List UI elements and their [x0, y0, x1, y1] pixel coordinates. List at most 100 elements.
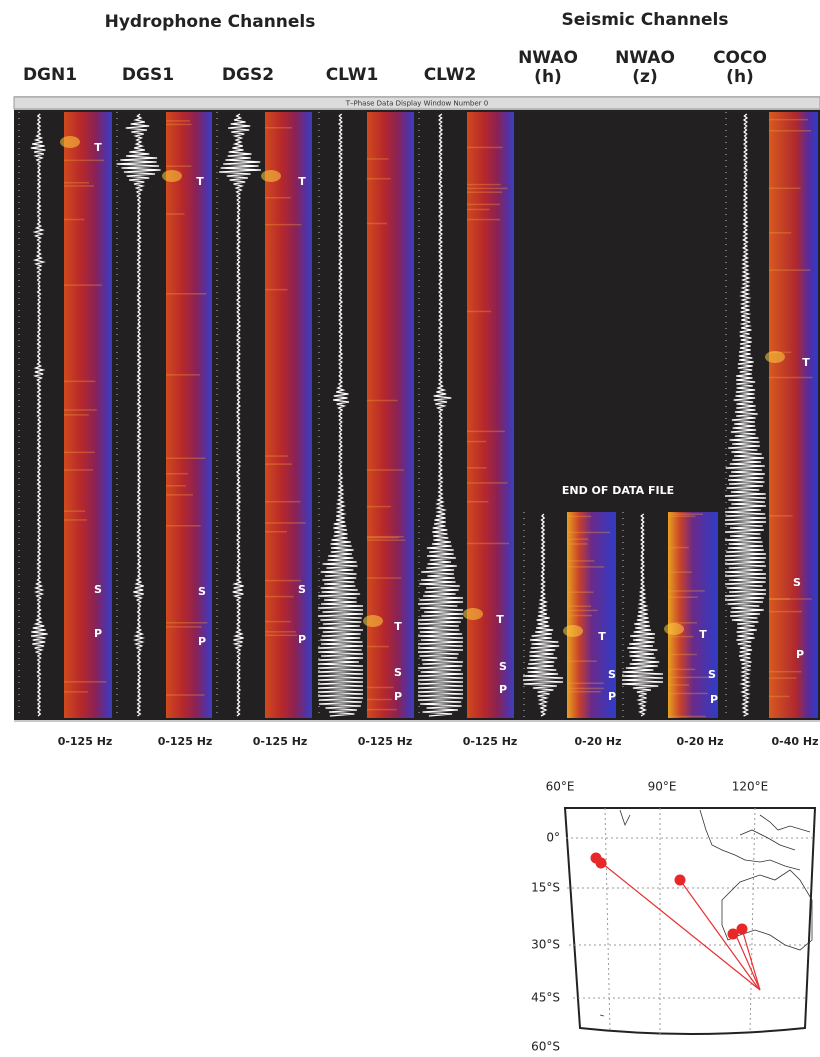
spectrogram-streak [567, 566, 605, 568]
spectrogram-streak [367, 158, 389, 160]
spectrogram-streak [567, 538, 589, 540]
phase-label: T [598, 630, 606, 643]
spectrogram-streak [265, 455, 289, 457]
spectrogram-streak [467, 430, 505, 433]
window-titlebar [13, 96, 820, 110]
spectrogram-streak [467, 191, 503, 193]
spectrogram [265, 112, 312, 718]
spectrogram-streak [265, 223, 302, 226]
spectrogram-streak [668, 684, 690, 686]
spectrogram-streak [769, 670, 802, 673]
longitude-label: 90°E [648, 780, 677, 794]
spectrogram-streak [668, 668, 696, 671]
spectrogram-streak [166, 472, 188, 475]
spectrogram-streak [467, 203, 501, 206]
bandwidth-label: 0-40 Hz [772, 735, 819, 748]
spectrogram-streak [64, 510, 86, 512]
bandwidth-label: 0-125 Hz [158, 735, 213, 748]
phase-label: P [608, 690, 616, 703]
spectrogram-streak [467, 542, 509, 545]
spectrogram-streak [265, 595, 294, 598]
channel-component: (h) [534, 67, 562, 87]
latitude-label: 15°S [531, 881, 560, 895]
spectrogram-streak [367, 686, 394, 689]
ray-paths [597, 859, 761, 991]
spectrogram-streak [668, 653, 697, 656]
bandwidth-label: 0-125 Hz [463, 735, 518, 748]
waveform [417, 113, 464, 717]
spectrogram-streak [265, 288, 288, 291]
spectrogram-streak [265, 500, 301, 503]
spectrogram-streak [64, 380, 96, 383]
spectrogram-streak [64, 284, 102, 286]
spectrogram [64, 112, 112, 718]
arrival-energy [463, 608, 483, 620]
spectrogram-streak [64, 519, 87, 521]
phase-label: T [802, 356, 810, 369]
phase-label: P [499, 683, 507, 696]
spectrogram-streak [265, 126, 292, 129]
spectrogram-streak [769, 232, 792, 234]
spectrogram-streak [265, 579, 302, 582]
spectrogram-streak [567, 690, 601, 693]
channel-name: DGS2 [222, 65, 274, 85]
spectrogram-streak [64, 181, 90, 184]
spectrogram-streak [64, 451, 95, 454]
waveform [724, 113, 767, 717]
spectrogram-streak [367, 222, 388, 225]
phase-label: S [499, 660, 507, 673]
spectrogram-streak [769, 269, 811, 271]
spectrogram-streak [467, 208, 490, 211]
spectrogram-streak [265, 522, 306, 524]
spectrogram-streak [166, 457, 206, 459]
spectrogram-streak [769, 695, 790, 698]
phase-label: P [94, 627, 102, 640]
spectrogram-streak [166, 622, 208, 624]
spectrogram-streak [166, 525, 201, 527]
spectrogram-streak [367, 399, 398, 402]
spectrogram [567, 512, 616, 718]
arrival-energy [60, 136, 80, 148]
spectrogram-streak [668, 571, 692, 573]
spectrogram-streak [567, 609, 598, 612]
spectrogram-streak [265, 196, 291, 199]
phase-label: T [196, 175, 204, 188]
spectrogram-streak [367, 577, 402, 579]
arrival-energy [261, 170, 281, 182]
channel-name: NWAO [615, 48, 675, 68]
phase-label: T [699, 628, 707, 641]
phase-label: P [394, 690, 402, 703]
arrival-energy [162, 170, 182, 182]
spectrogram-streak [367, 536, 399, 539]
spectrogram-streak [64, 469, 94, 471]
spectrogram-streak [668, 596, 698, 598]
channel-name: NWAO [518, 48, 578, 68]
arrival-energy [765, 351, 785, 363]
spectrogram-streak [64, 218, 85, 221]
channel-name: CLW1 [326, 65, 379, 85]
spectrogram [769, 112, 818, 718]
spectrogram-streak [567, 660, 597, 662]
phase-label: S [394, 666, 402, 679]
spectrogram-streak [467, 183, 501, 186]
phase-label: T [394, 620, 402, 633]
spectrogram-streak [166, 123, 192, 126]
spectrogram-streak [769, 598, 790, 600]
channel-component: (z) [632, 67, 657, 87]
spectrogram-streak [467, 187, 508, 190]
spectrogram-streak [265, 530, 287, 533]
spectrogram-streak [367, 535, 404, 538]
latitude-label: 0° [546, 831, 560, 845]
spectrogram-streak [769, 130, 811, 132]
spectrogram-streak [668, 715, 706, 718]
spectrogram-streak [567, 591, 594, 593]
channel-name: DGS1 [122, 65, 174, 85]
phase-label: P [198, 635, 206, 648]
channel-name: DGN1 [23, 65, 77, 85]
spectrogram-streak [668, 635, 694, 638]
phase-label: P [298, 633, 306, 646]
phase-label: P [796, 648, 804, 661]
spectrogram-streak [367, 177, 391, 180]
spectrogram-streak [467, 310, 492, 313]
